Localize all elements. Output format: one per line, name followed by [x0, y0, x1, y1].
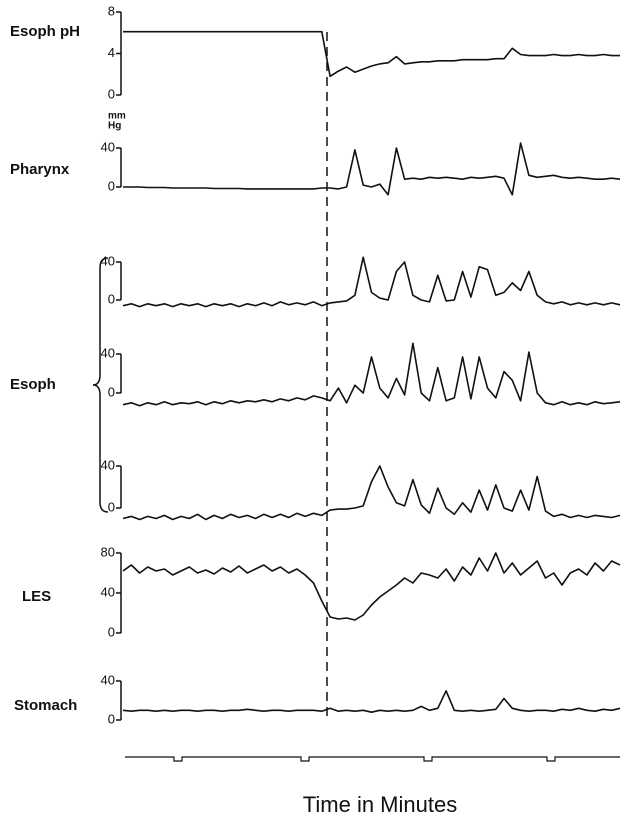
trace — [123, 30, 620, 78]
y-tick-label: 40 — [101, 584, 115, 599]
y-tick-label: 0 — [108, 291, 115, 306]
y-tick-label: 0 — [108, 384, 115, 399]
y-tick-label: 0 — [108, 499, 115, 514]
trace — [122, 552, 621, 621]
y-tick-label: 0 — [108, 178, 115, 193]
trace — [122, 690, 621, 713]
y-tick-label: 40 — [101, 139, 115, 154]
trace — [123, 142, 621, 196]
y-tick-label: 40 — [101, 457, 115, 472]
time-marker — [125, 756, 620, 762]
trace — [122, 465, 621, 521]
bracket — [92, 257, 109, 513]
y-tick-label: 0 — [108, 86, 115, 101]
panel-label: Stomach — [14, 697, 77, 714]
y-tick-label: 40 — [101, 253, 115, 268]
y-tick-label: 8 — [108, 3, 115, 18]
y-tick-label: 80 — [101, 544, 115, 559]
group-label: Esoph — [10, 376, 56, 393]
y-tick-label: 4 — [108, 45, 115, 60]
y-tick-label: 0 — [108, 711, 115, 726]
unit-label: Hg — [108, 121, 121, 132]
trace — [122, 256, 621, 308]
trace — [122, 342, 621, 407]
panel-label: Esoph pH — [10, 23, 80, 40]
panel-label: Pharynx — [10, 161, 70, 178]
x-axis-label: Time in Minutes — [303, 792, 457, 817]
y-tick-label: 0 — [108, 624, 115, 639]
y-tick-label: 40 — [101, 672, 115, 687]
unit-label: mm — [108, 111, 126, 122]
panel-label: LES — [22, 588, 51, 605]
y-tick-label: 40 — [101, 345, 115, 360]
